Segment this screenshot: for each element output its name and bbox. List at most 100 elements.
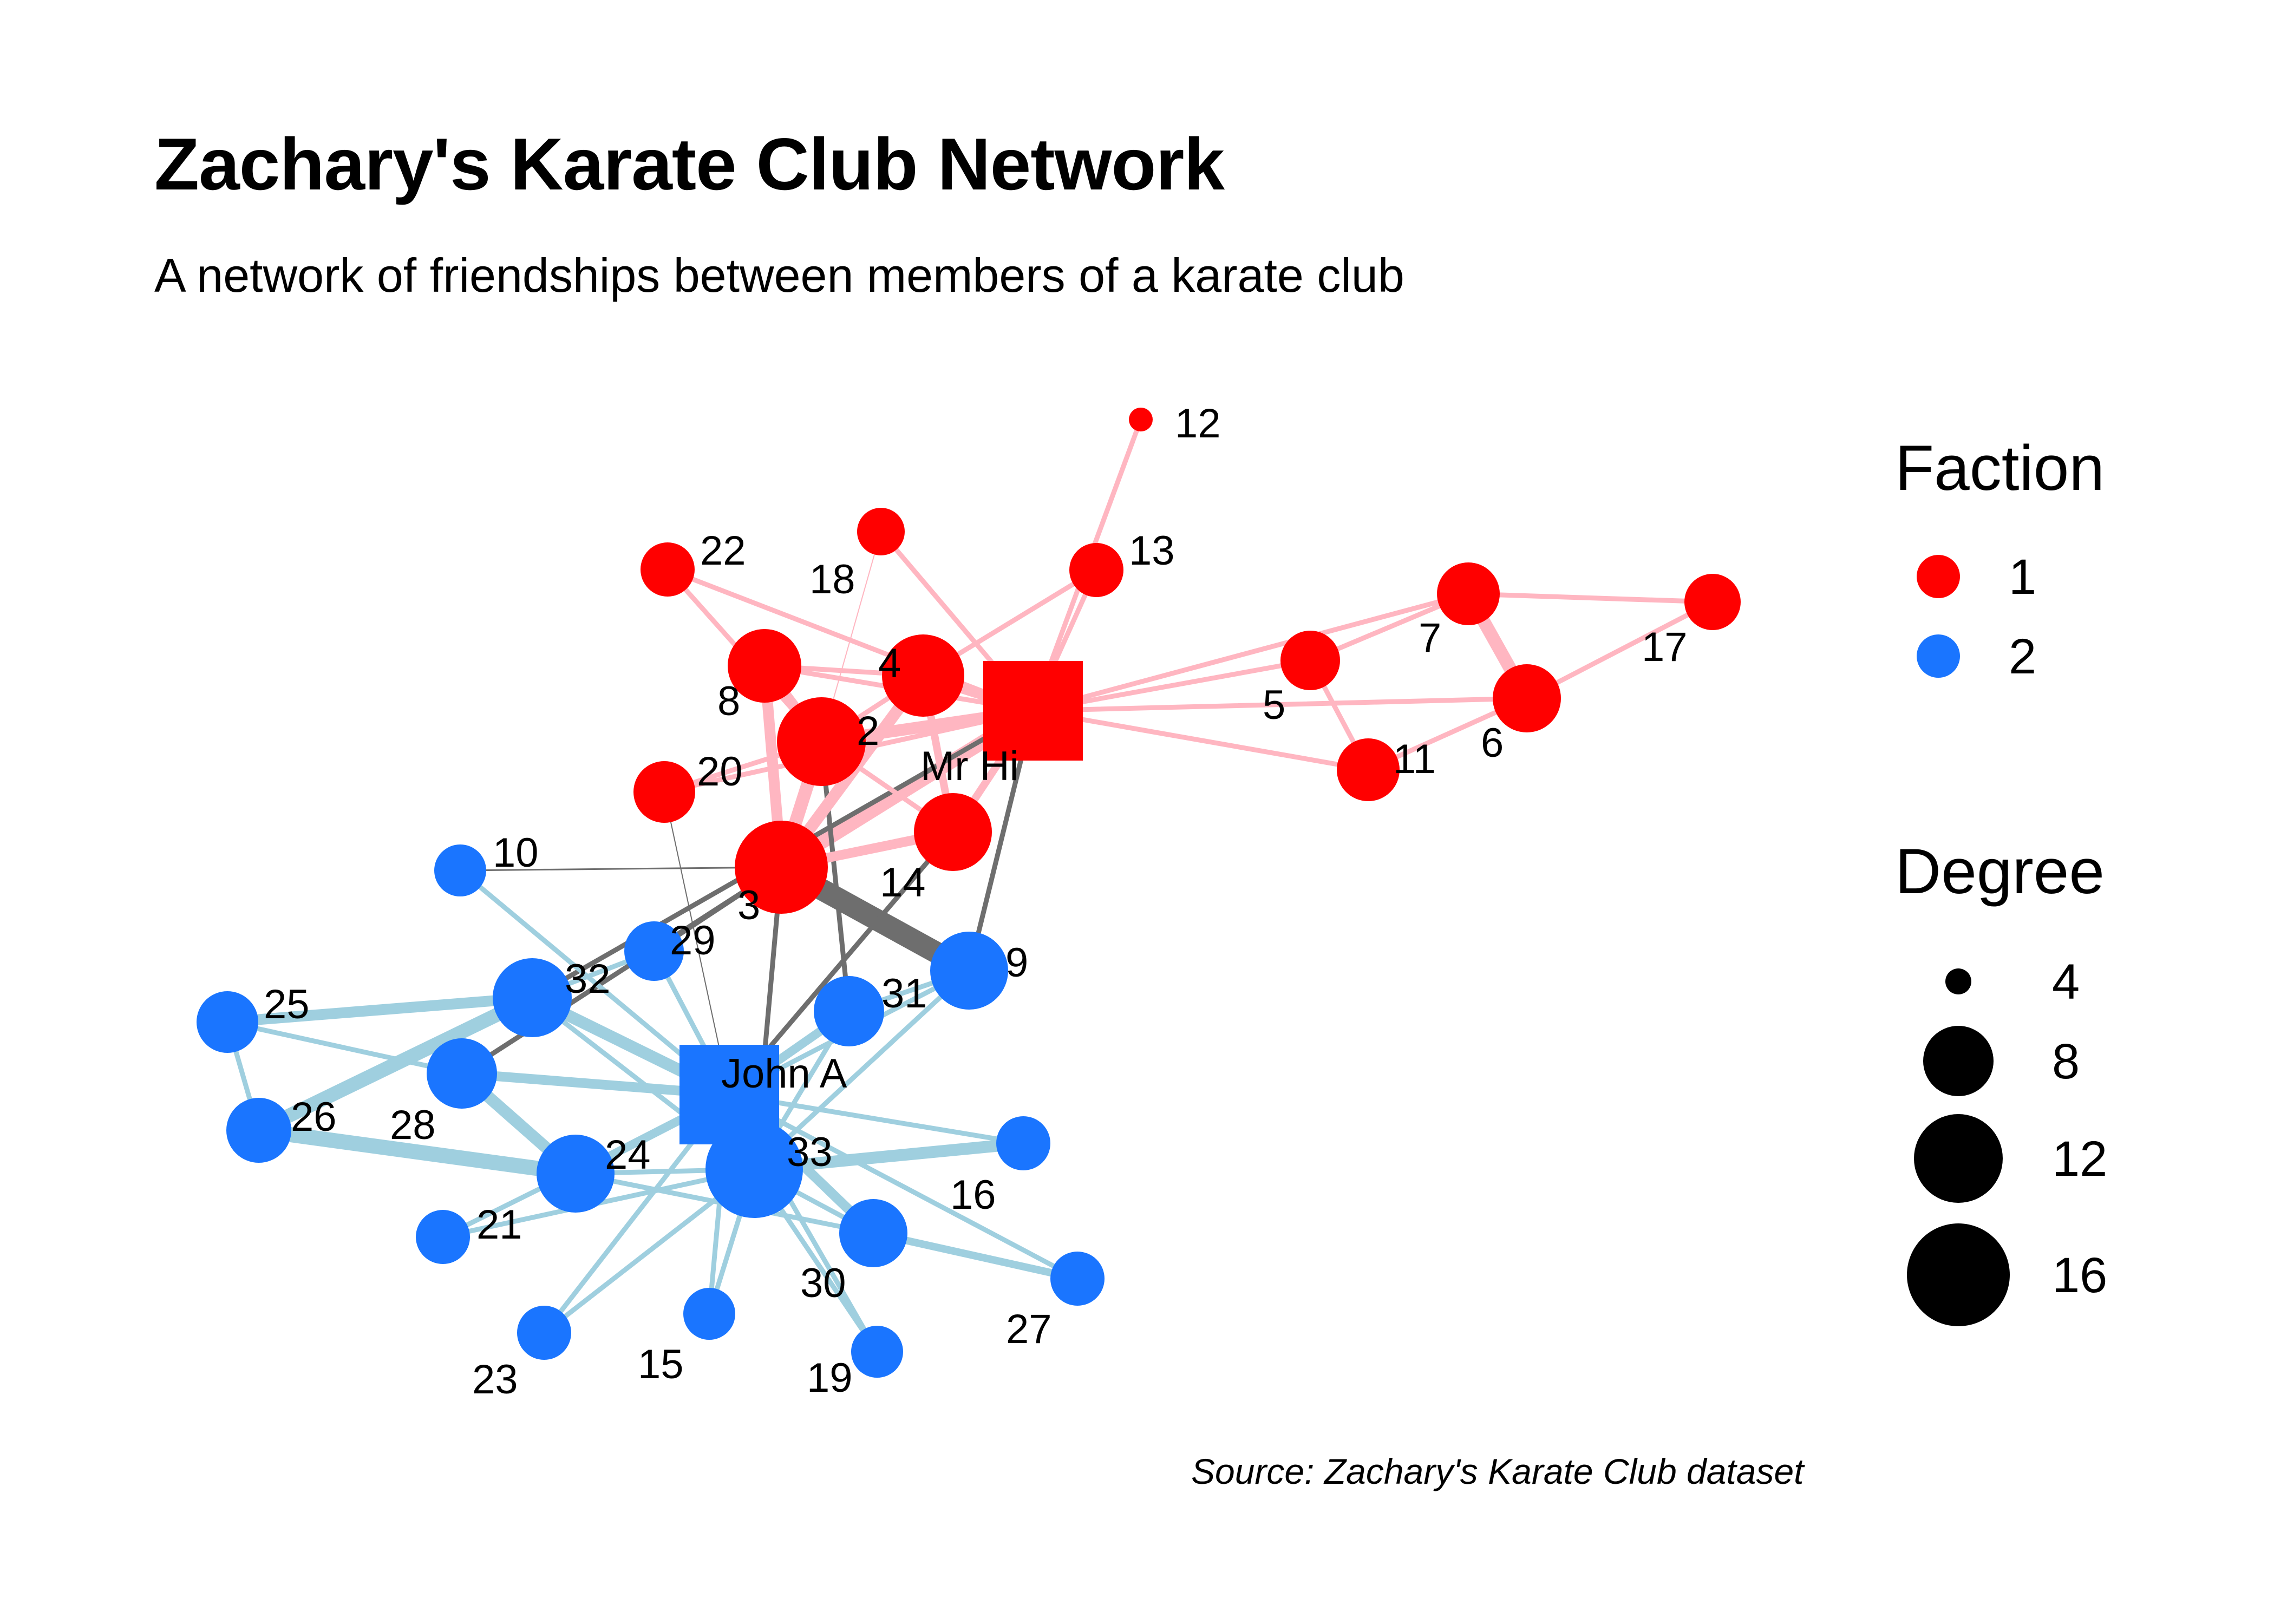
node-17 [1684, 574, 1741, 630]
node-label-9: 9 [1005, 940, 1028, 986]
node-21 [416, 1210, 470, 1264]
legend-faction-title: Faction [1895, 433, 2105, 504]
edge-6-17 [1524, 599, 1715, 701]
node-label-11: 11 [1393, 736, 1436, 782]
node-19 [851, 1326, 903, 1378]
node-label-28: 28 [390, 1102, 436, 1148]
node-label-19: 19 [807, 1355, 853, 1401]
node-label-18: 18 [809, 556, 855, 603]
node-10 [434, 844, 486, 896]
legend-faction-1-label: 1 [2009, 549, 2036, 605]
node-12 [1129, 408, 1153, 431]
node-22 [641, 542, 695, 597]
node-23 [517, 1306, 571, 1360]
node-label-6: 6 [1481, 720, 1504, 766]
node-mr-hi [983, 661, 1083, 761]
node-label-23: 23 [472, 1357, 518, 1403]
legend-degree-12-label: 12 [2052, 1131, 2107, 1187]
node-18 [857, 508, 905, 555]
node-20 [633, 761, 695, 823]
legend-faction-1-marker [1917, 555, 1960, 598]
node-4 [882, 634, 964, 717]
edge-20-john-a [664, 791, 730, 1095]
edge-9-33 [752, 968, 972, 1172]
node-31 [814, 976, 884, 1046]
legend-degree-8-label: 8 [2052, 1034, 2080, 1089]
node-label-mr-hi: Mr Hi [920, 743, 1019, 789]
node-label-20: 20 [697, 749, 743, 795]
node-14 [914, 793, 992, 871]
chart-title: Zachary's Karate Club Network [154, 123, 1225, 205]
node-27 [1050, 1252, 1105, 1306]
node-8 [728, 629, 801, 703]
edge-26-32 [252, 991, 539, 1137]
edge-27-john-a [727, 1092, 1080, 1281]
node-30 [839, 1199, 907, 1267]
edge-7-17 [1466, 591, 1715, 605]
node-label-3: 3 [737, 882, 760, 928]
chart-subtitle: A network of friendships between members… [154, 248, 1404, 302]
node-24 [537, 1135, 615, 1213]
legend-degree-12-marker [1914, 1114, 2003, 1203]
edge-mr-hi-6 [1030, 696, 1530, 713]
node-16 [996, 1116, 1050, 1170]
node-label-2: 2 [857, 708, 879, 754]
edge-2-31 [819, 739, 852, 1014]
legend-degree-16-label: 16 [2052, 1248, 2107, 1303]
legend-degree-4-label: 4 [2052, 954, 2080, 1010]
node-label-16: 16 [950, 1172, 996, 1218]
legend-degree-8-marker [1923, 1026, 1994, 1096]
legend: Faction 1 2 Degree 4 8 12 16 [1895, 433, 2107, 1326]
node-32 [493, 958, 572, 1037]
node-label-26: 26 [291, 1094, 337, 1140]
legend-degree-title: Degree [1895, 836, 2105, 907]
node-label-13: 13 [1129, 528, 1175, 574]
node-label-33: 33 [787, 1129, 833, 1175]
node-label-22: 22 [700, 528, 746, 574]
node-5 [1280, 631, 1340, 690]
legend-faction-2-label: 2 [2009, 629, 2036, 684]
node-7 [1437, 562, 1500, 625]
node-9 [930, 932, 1008, 1010]
node-label-8: 8 [717, 678, 740, 724]
edge-3-10 [459, 866, 782, 872]
node-label-30: 30 [800, 1260, 846, 1306]
node-6 [1493, 664, 1561, 732]
legend-degree-4-marker [1945, 968, 1971, 994]
node-label-31: 31 [881, 971, 927, 1017]
node-label-10: 10 [493, 830, 539, 876]
source-caption: Source: Zachary's Karate Club dataset [1191, 1451, 1804, 1491]
node-label-5: 5 [1263, 682, 1285, 728]
node-label-7: 7 [1419, 615, 1441, 661]
node-label-15: 15 [638, 1341, 684, 1387]
edge-25-32 [222, 992, 538, 1027]
node-layer [197, 408, 1741, 1378]
label-layer: Mr Hi23456789101112131415161718192021222… [264, 401, 1688, 1403]
node-label-4: 4 [878, 640, 901, 686]
node-label-14: 14 [880, 860, 926, 906]
edge-25-28 [225, 1019, 465, 1076]
node-33 [705, 1121, 803, 1218]
node-john-a [679, 1045, 779, 1144]
node-28 [427, 1038, 497, 1109]
node-label-21: 21 [476, 1202, 522, 1248]
node-label-25: 25 [264, 981, 310, 1027]
edge-24-26 [251, 1123, 583, 1181]
node-3 [735, 821, 828, 914]
node-label-17: 17 [1642, 624, 1688, 670]
legend-faction-2-marker [1917, 634, 1960, 678]
node-label-12: 12 [1175, 401, 1221, 447]
node-label-27: 27 [1006, 1306, 1052, 1352]
node-label-24: 24 [605, 1132, 651, 1178]
legend-degree-16-marker [1907, 1223, 2010, 1326]
node-label-john-a: John A [721, 1051, 847, 1097]
node-15 [683, 1288, 735, 1340]
edge-mr-hi-7 [1030, 591, 1471, 713]
node-label-32: 32 [565, 956, 611, 1002]
node-25 [197, 991, 258, 1053]
edge-27-30 [870, 1229, 1081, 1282]
node-13 [1069, 543, 1123, 597]
node-29 [624, 921, 684, 981]
node-2 [777, 697, 866, 786]
